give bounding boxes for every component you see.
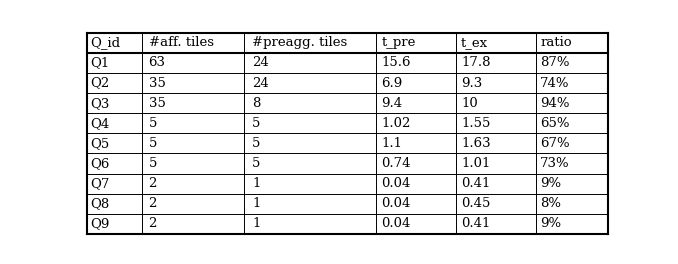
- Text: 1.1: 1.1: [381, 137, 402, 150]
- Text: #preagg. tiles: #preagg. tiles: [252, 36, 348, 49]
- Text: 8%: 8%: [540, 197, 561, 210]
- Text: 1.01: 1.01: [461, 157, 490, 170]
- Text: 24: 24: [252, 56, 269, 69]
- Text: 1: 1: [252, 177, 260, 190]
- Text: Q6: Q6: [91, 157, 110, 170]
- Text: Q5: Q5: [91, 137, 110, 150]
- Text: 9.4: 9.4: [381, 97, 402, 110]
- Text: 35: 35: [148, 97, 165, 110]
- Text: 15.6: 15.6: [381, 56, 411, 69]
- Text: 6.9: 6.9: [381, 77, 403, 89]
- Text: 5: 5: [252, 137, 260, 150]
- Text: Q9: Q9: [91, 217, 110, 230]
- Text: Q3: Q3: [91, 97, 110, 110]
- Text: 0.41: 0.41: [461, 217, 490, 230]
- Text: 0.04: 0.04: [381, 217, 411, 230]
- Text: 9%: 9%: [540, 177, 561, 190]
- Text: Q4: Q4: [91, 117, 110, 130]
- Text: 1.02: 1.02: [381, 117, 411, 130]
- Text: 1: 1: [252, 217, 260, 230]
- Text: 63: 63: [148, 56, 165, 69]
- Text: Q7: Q7: [91, 177, 110, 190]
- Text: 5: 5: [148, 157, 157, 170]
- Text: 2: 2: [148, 177, 157, 190]
- Text: Q1: Q1: [91, 56, 110, 69]
- Text: 9.3: 9.3: [461, 77, 482, 89]
- Text: 67%: 67%: [540, 137, 570, 150]
- Text: 17.8: 17.8: [461, 56, 490, 69]
- Text: 9%: 9%: [540, 217, 561, 230]
- Text: 73%: 73%: [540, 157, 570, 170]
- Text: 65%: 65%: [540, 117, 570, 130]
- Text: 1: 1: [252, 197, 260, 210]
- Text: 1.55: 1.55: [461, 117, 490, 130]
- Text: Q8: Q8: [91, 197, 110, 210]
- Text: 1.63: 1.63: [461, 137, 491, 150]
- Text: 0.04: 0.04: [381, 177, 411, 190]
- Text: 0.45: 0.45: [461, 197, 490, 210]
- Text: 8: 8: [252, 97, 260, 110]
- Text: 0.04: 0.04: [381, 197, 411, 210]
- Text: 5: 5: [252, 117, 260, 130]
- Text: 74%: 74%: [540, 77, 570, 89]
- Text: Q_id: Q_id: [91, 36, 121, 49]
- Text: 35: 35: [148, 77, 165, 89]
- Text: #aff. tiles: #aff. tiles: [148, 36, 214, 49]
- Text: 0.74: 0.74: [381, 157, 411, 170]
- Text: 2: 2: [148, 197, 157, 210]
- Text: 24: 24: [252, 77, 269, 89]
- Text: 5: 5: [148, 117, 157, 130]
- Text: t_pre: t_pre: [381, 36, 416, 49]
- Text: 0.41: 0.41: [461, 177, 490, 190]
- Text: 5: 5: [148, 137, 157, 150]
- Text: Q2: Q2: [91, 77, 110, 89]
- Text: 87%: 87%: [540, 56, 570, 69]
- Text: 94%: 94%: [540, 97, 570, 110]
- Text: 10: 10: [461, 97, 478, 110]
- Text: ratio: ratio: [540, 36, 572, 49]
- Text: 2: 2: [148, 217, 157, 230]
- Text: t_ex: t_ex: [461, 36, 488, 49]
- Text: 5: 5: [252, 157, 260, 170]
